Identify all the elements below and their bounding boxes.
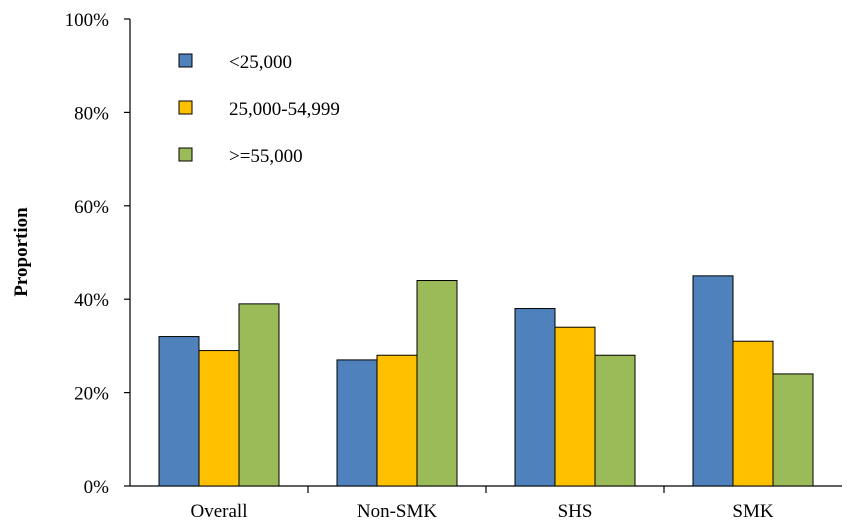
bars: [158, 275, 814, 487]
bar: [594, 354, 636, 487]
x-category-label: Overall: [191, 501, 248, 522]
legend-label: 25,000-54,999: [229, 99, 340, 120]
y-tick-label: 20%: [74, 384, 109, 405]
legend: <25,000 25,000-54,999 >=55,000: [178, 52, 340, 167]
bar: [336, 359, 378, 487]
y-axis-title: Proportion: [11, 207, 32, 297]
y-tick-label: 100%: [65, 10, 110, 31]
y-tick-label: 60%: [74, 197, 109, 218]
bar: [238, 303, 280, 487]
bar: [416, 280, 458, 487]
bar: [376, 354, 418, 487]
bar: [732, 340, 774, 487]
y-tick-label: 80%: [74, 103, 109, 124]
legend-swatch: [178, 100, 193, 115]
legend-swatch: [178, 147, 193, 162]
bar: [772, 373, 814, 487]
bar: [554, 326, 596, 487]
bar: [158, 336, 200, 487]
legend-label: <25,000: [229, 52, 292, 73]
axes: 0% 20% 40% 60% 80% 100% Overall Non-SMK SHS SMK: [65, 10, 842, 522]
bar: [692, 275, 734, 487]
legend-swatch: [178, 53, 193, 68]
bar: [514, 308, 556, 487]
y-tick-label: 40%: [74, 290, 109, 311]
x-category-label: Non-SMK: [357, 501, 438, 522]
x-category-label: SMK: [732, 501, 773, 522]
bar: [198, 350, 240, 487]
legend-label: >=55,000: [229, 146, 303, 167]
y-tick-label: 0%: [84, 477, 110, 498]
x-category-label: SHS: [558, 501, 593, 522]
